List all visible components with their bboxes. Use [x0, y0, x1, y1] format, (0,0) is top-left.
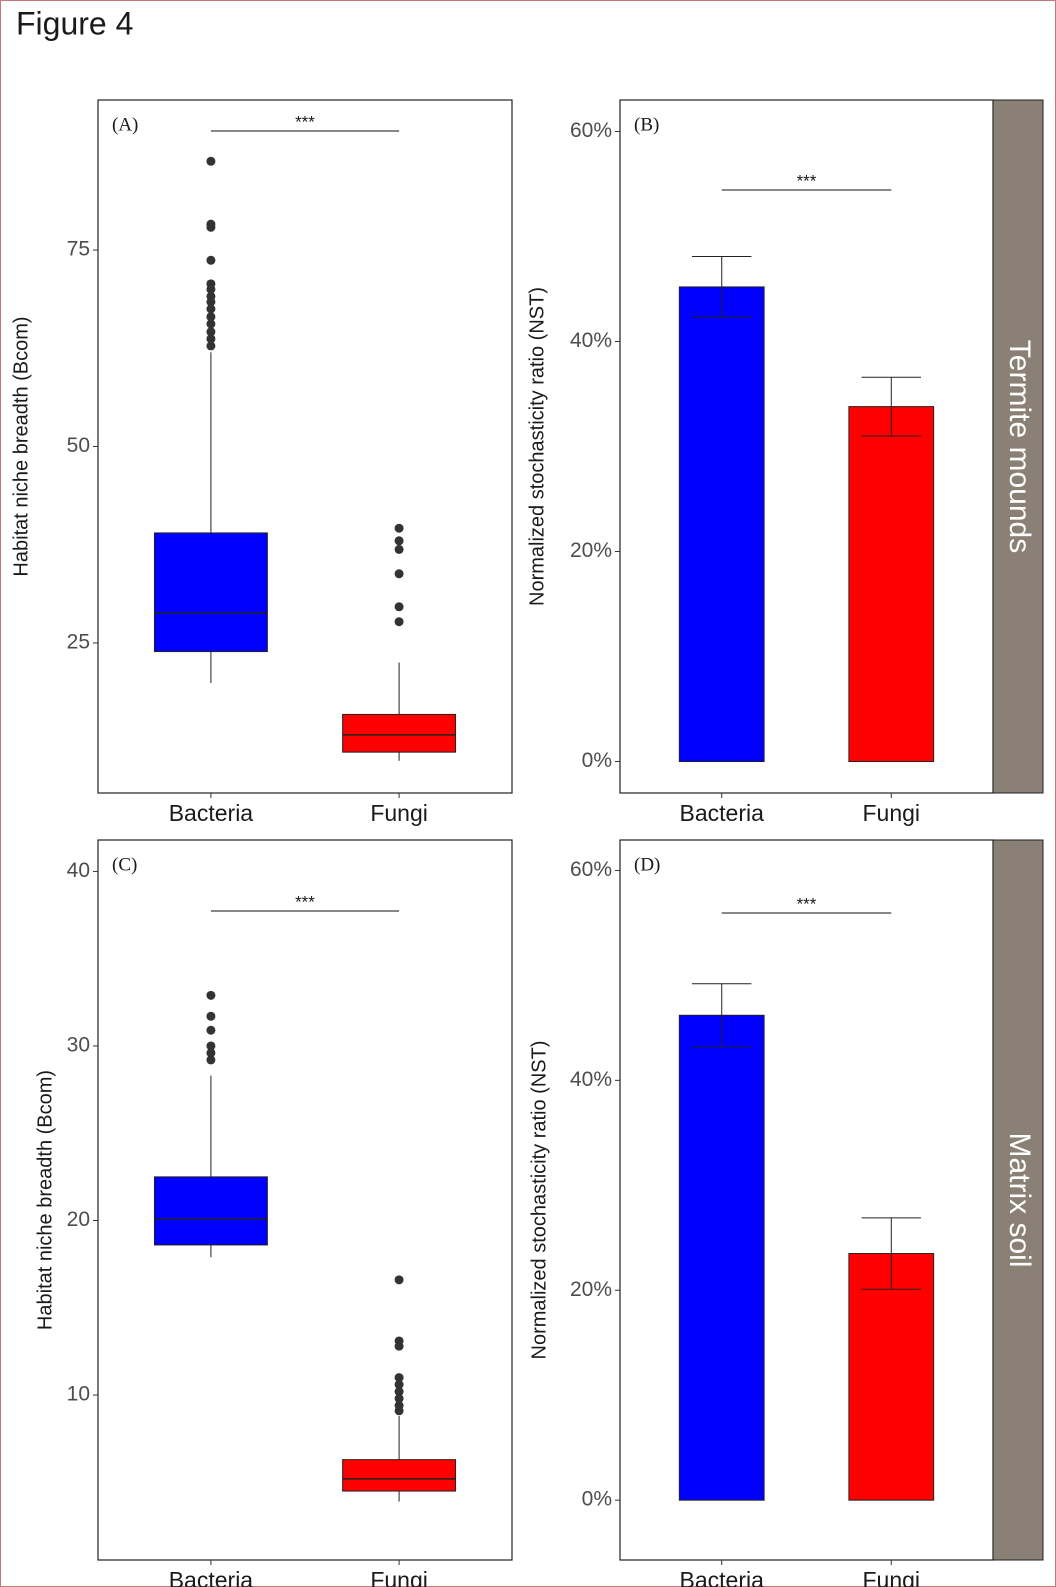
plot-area [619, 839, 994, 1561]
significance-label: *** [797, 171, 817, 190]
box [342, 713, 457, 753]
panel-label: (C) [112, 854, 137, 875]
x-tick-label: Bacteria [169, 800, 254, 826]
y-tick-label: 60% [570, 119, 612, 142]
bar [678, 1014, 765, 1501]
outlier [206, 334, 216, 344]
outlier [206, 1025, 216, 1035]
y-axis-label: Habitat niche breadth (Bcom) [34, 1070, 56, 1330]
outlier [206, 156, 216, 166]
outlier [206, 1048, 216, 1058]
outlier [206, 222, 216, 232]
y-tick-label: 40 [67, 859, 90, 882]
y-tick-label: 40% [570, 329, 612, 352]
box [153, 1176, 268, 1246]
outlier [206, 327, 216, 337]
strip-label: Matrix soil [1003, 1132, 1036, 1267]
outlier [394, 617, 404, 627]
outlier [394, 1394, 404, 1404]
outlier [206, 1011, 216, 1021]
outlier [206, 255, 216, 265]
y-tick-label: 30 [67, 1034, 90, 1057]
outlier [394, 1406, 404, 1416]
box [153, 532, 268, 653]
significance-label: *** [295, 892, 315, 911]
y-axis-label: Habitat niche breadth (Bcom) [10, 316, 32, 576]
outlier [206, 341, 216, 351]
panel-label: (B) [634, 114, 659, 135]
outlier [394, 602, 404, 612]
panel-label: (A) [112, 114, 138, 135]
x-tick-label: Fungi [370, 800, 428, 826]
figure-title: Figure 4 [16, 5, 133, 41]
y-axis-label: Normalized stochasticity ratio (NST) [526, 287, 548, 606]
x-tick-label: Fungi [862, 800, 920, 826]
outlier [206, 284, 216, 294]
y-tick-label: 0% [582, 1488, 612, 1511]
outlier [206, 1041, 216, 1051]
outlier [394, 1387, 404, 1397]
bar [678, 286, 765, 762]
y-tick-label: 25 [67, 630, 90, 653]
bar [848, 406, 935, 762]
strip [992, 99, 1044, 794]
outlier [394, 523, 404, 533]
x-tick-label: Bacteria [169, 1567, 254, 1587]
y-tick-label: 75 [67, 238, 90, 261]
outlier [394, 536, 404, 546]
outlier [394, 1373, 404, 1383]
outlier [394, 1275, 404, 1285]
y-tick-label: 50 [67, 434, 90, 457]
plot-area [97, 99, 513, 794]
y-tick-label: 60% [570, 858, 612, 881]
bar [848, 1253, 935, 1501]
panel-label: (D) [634, 854, 660, 875]
y-axis-label: Normalized stochasticity ratio (NST) [528, 1041, 550, 1360]
significance-label: *** [295, 112, 315, 131]
outlier [206, 319, 216, 329]
strip [992, 839, 1044, 1561]
outlier [206, 304, 216, 314]
outlier [394, 1380, 404, 1390]
outlier [394, 544, 404, 554]
outlier [394, 569, 404, 579]
y-tick-label: 20% [570, 539, 612, 562]
x-tick-label: Bacteria [680, 1567, 765, 1587]
y-tick-label: 0% [582, 749, 612, 772]
outlier [394, 1341, 404, 1351]
y-tick-label: 10 [67, 1383, 90, 1406]
x-tick-label: Fungi [862, 1567, 920, 1587]
box [342, 1459, 457, 1492]
y-tick-label: 20 [67, 1208, 90, 1231]
outlier [206, 1055, 216, 1065]
outlier [206, 312, 216, 322]
outlier [206, 990, 216, 1000]
outlier [206, 297, 216, 307]
x-tick-label: Bacteria [680, 800, 765, 826]
significance-label: *** [797, 894, 817, 913]
y-tick-label: 20% [570, 1278, 612, 1301]
x-tick-label: Fungi [370, 1567, 428, 1587]
plot-area [619, 99, 994, 794]
strip-label: Termite mounds [1003, 340, 1036, 553]
y-tick-label: 40% [570, 1068, 612, 1091]
